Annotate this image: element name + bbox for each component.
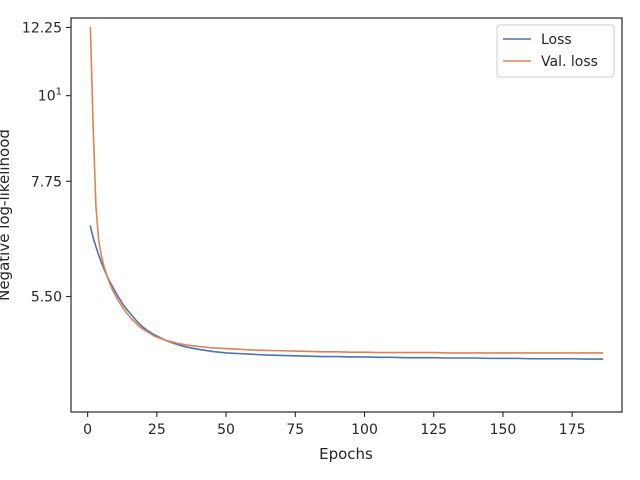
x-tick-label: 75: [286, 422, 304, 438]
x-tick-label: 150: [490, 422, 517, 438]
y-tick-label: 12.25: [22, 20, 62, 36]
y-tick-label: 101: [38, 87, 62, 105]
legend-label-1: Loss: [541, 32, 572, 48]
x-tick-label: 100: [351, 422, 378, 438]
y-tick-label: 7.75: [31, 174, 62, 190]
plot-frame: [70, 17, 623, 413]
series-layer: [89, 26, 604, 360]
y-tick-label: 5.50: [31, 290, 62, 306]
x-axis-label: Epochs: [319, 445, 373, 463]
x-tick-label: 125: [420, 422, 447, 438]
series-line-1: [89, 225, 604, 360]
legend-label-2: Val. loss: [541, 54, 598, 70]
x-tick-label: 175: [559, 422, 586, 438]
legend: Loss Val. loss: [496, 24, 615, 78]
x-axis: 0 25 50 75 100 125 150 175: [83, 412, 586, 438]
x-tick-label: 0: [83, 422, 92, 438]
y-axis: 12.25 101 7.75 5.50: [22, 20, 71, 306]
series-line-2: [89, 26, 604, 354]
x-tick-label: 50: [217, 422, 235, 438]
legend-box: [496, 24, 615, 78]
y-axis-label: Negative log-likelihood: [0, 129, 13, 301]
x-tick-label: 25: [148, 422, 166, 438]
